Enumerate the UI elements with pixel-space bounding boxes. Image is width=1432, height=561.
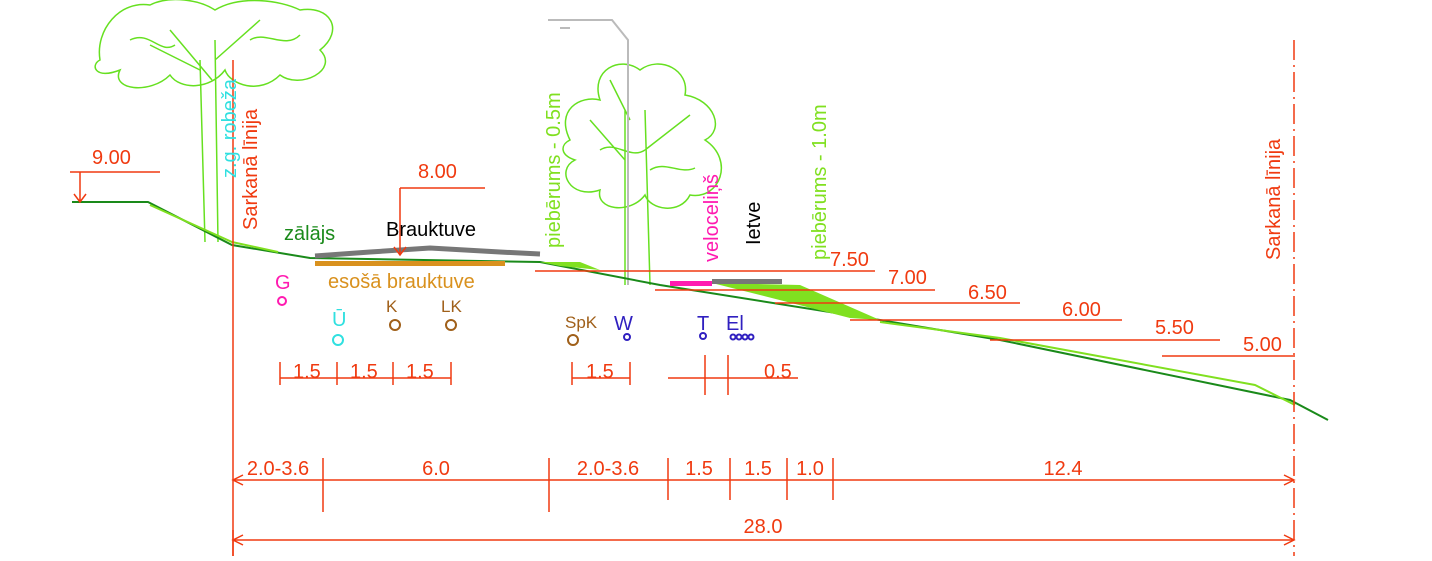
elevation: 9.00	[92, 147, 131, 169]
tree-left	[95, 0, 332, 242]
carriageway-label: Brauktuve	[386, 219, 476, 241]
bike-lane-label: veloceliņš	[701, 174, 723, 262]
dimension: 1.5	[350, 361, 378, 383]
utility-label: SpK	[565, 313, 598, 332]
utility-symbols	[278, 297, 754, 345]
utility-label: G	[275, 272, 291, 294]
grass-label: zālājs	[284, 223, 335, 245]
utility-label: K	[386, 297, 398, 316]
elevation: 6.00	[1062, 299, 1101, 321]
fill-area	[540, 262, 600, 270]
bike-lane	[670, 281, 712, 286]
sidewalk	[712, 279, 782, 284]
elevation: 7.00	[888, 267, 927, 289]
slope-line	[880, 322, 1295, 405]
utility-label: El	[726, 313, 744, 335]
utility-label: W	[614, 313, 633, 335]
fill-label: piebērums - 0.5m	[543, 92, 565, 248]
dimension: 1.0	[796, 458, 824, 480]
tree-right	[563, 64, 721, 285]
utility-label: LK	[441, 297, 462, 316]
dimension: 6.0	[422, 458, 450, 480]
elevation: 5.50	[1155, 317, 1194, 339]
carriageway	[315, 248, 540, 256]
existing-carriageway	[315, 261, 505, 266]
existing-carriageway-label: esošā brauktuve	[328, 271, 475, 293]
dimension: 1.5	[744, 458, 772, 480]
red-line-label: Sarkanā līnija	[240, 108, 262, 230]
cross-section: 9.00 8.00 7.50 7.00 6.50 6.00 5.50 5.00 …	[0, 0, 1432, 561]
boundary-label: z.g. robeža	[219, 78, 241, 178]
red-line-label: Sarkanā līnija	[1263, 138, 1285, 260]
elevation: 8.00	[418, 161, 457, 183]
elevation: 6.50	[968, 282, 1007, 304]
dimension: 2.0-3.6	[247, 458, 309, 480]
dimension: 2.0-3.6	[577, 458, 639, 480]
terrain-line	[72, 202, 1328, 420]
dimension: 12.4	[1044, 458, 1083, 480]
total-dimension: 28.0	[744, 516, 783, 538]
utility-label: T	[697, 313, 709, 335]
dimension: 1.5	[293, 361, 321, 383]
fill-label: piebērums - 1.0m	[809, 104, 831, 260]
dimension: 0.5	[764, 361, 792, 383]
dimension: 1.5	[406, 361, 434, 383]
elevation: 7.50	[830, 249, 869, 271]
dimension: 1.5	[586, 361, 614, 383]
utility-label: Ū	[332, 308, 346, 331]
elevation: 5.00	[1243, 334, 1282, 356]
dimension: 1.5	[685, 458, 713, 480]
sidewalk-label: Ietve	[743, 202, 765, 245]
